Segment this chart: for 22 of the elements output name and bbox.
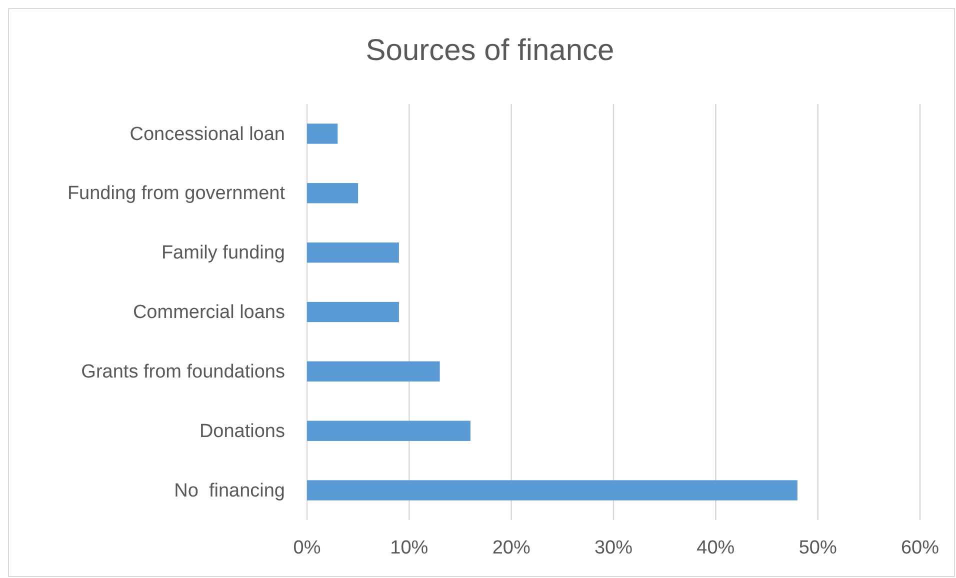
chart-title: Sources of finance [366,34,614,67]
x-tick-label: 0% [293,537,321,558]
y-tick-label: Donations [199,420,285,442]
y-tick-label: Grants from foundations [81,362,285,383]
bar [307,361,440,382]
y-tick-label: No financing [174,480,285,502]
bar [307,420,470,441]
bar [307,124,338,144]
x-tick-label: 60% [900,537,940,558]
bar [307,302,399,322]
bar [307,480,798,500]
x-tick-label: 50% [798,537,837,558]
y-tick-label: Concessional loan [130,124,285,145]
y-tick-label: Commercial loans [132,302,285,324]
y-tick-label: Funding from government [67,183,286,204]
x-tick-label: 30% [594,537,633,558]
x-tick-label: 10% [390,537,428,558]
bar [307,183,358,204]
bar [307,242,399,263]
x-tick-label: 20% [492,537,530,558]
y-tick-label: Family funding [161,242,285,264]
x-tick-label: 40% [696,537,735,558]
